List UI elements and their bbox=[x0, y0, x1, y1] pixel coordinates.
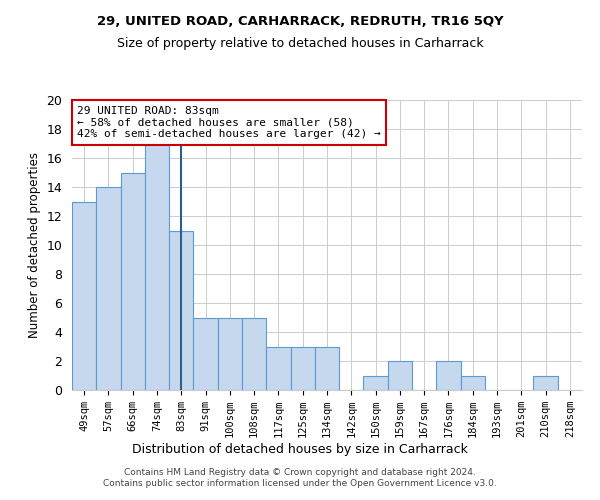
Bar bbox=[96, 187, 121, 390]
Bar bbox=[461, 376, 485, 390]
Bar bbox=[290, 346, 315, 390]
Bar bbox=[193, 318, 218, 390]
Bar bbox=[364, 376, 388, 390]
Text: 29, UNITED ROAD, CARHARRACK, REDRUTH, TR16 5QY: 29, UNITED ROAD, CARHARRACK, REDRUTH, TR… bbox=[97, 15, 503, 28]
Bar bbox=[315, 346, 339, 390]
Text: 29 UNITED ROAD: 83sqm
← 58% of detached houses are smaller (58)
42% of semi-deta: 29 UNITED ROAD: 83sqm ← 58% of detached … bbox=[77, 106, 381, 139]
Y-axis label: Number of detached properties: Number of detached properties bbox=[28, 152, 41, 338]
Bar bbox=[145, 144, 169, 390]
Bar bbox=[533, 376, 558, 390]
Bar bbox=[218, 318, 242, 390]
Bar bbox=[266, 346, 290, 390]
Text: Size of property relative to detached houses in Carharrack: Size of property relative to detached ho… bbox=[116, 38, 484, 51]
Bar bbox=[121, 172, 145, 390]
Bar bbox=[388, 361, 412, 390]
Bar bbox=[436, 361, 461, 390]
Bar bbox=[242, 318, 266, 390]
Text: Distribution of detached houses by size in Carharrack: Distribution of detached houses by size … bbox=[132, 442, 468, 456]
Text: Contains HM Land Registry data © Crown copyright and database right 2024.
Contai: Contains HM Land Registry data © Crown c… bbox=[103, 468, 497, 487]
Bar bbox=[169, 230, 193, 390]
Bar bbox=[72, 202, 96, 390]
